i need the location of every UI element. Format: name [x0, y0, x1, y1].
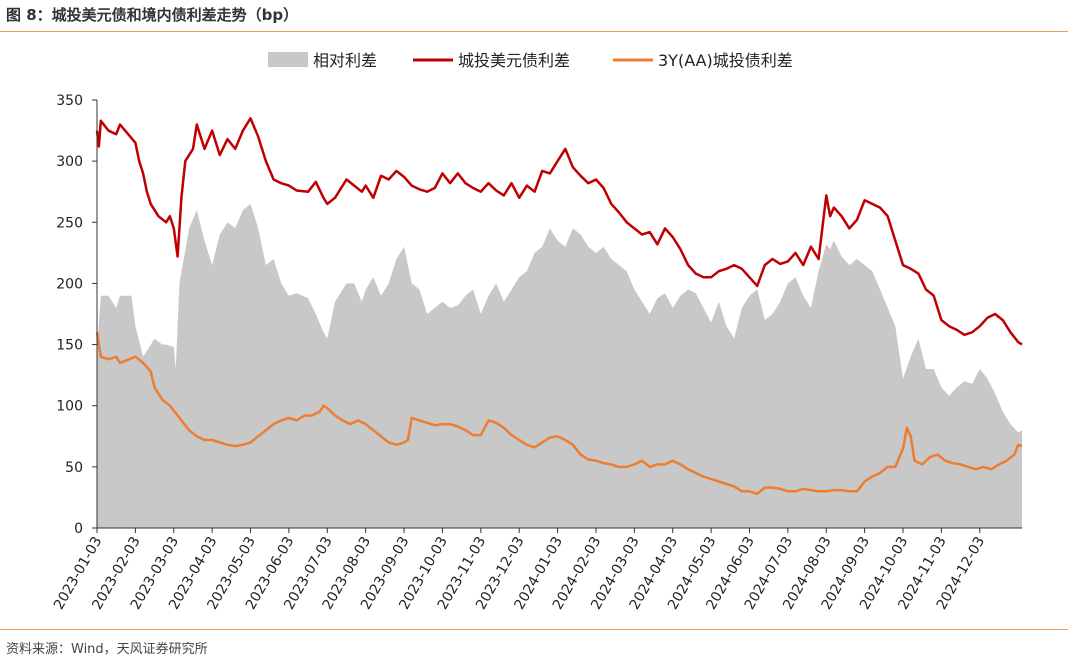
- legend-label: 相对利差: [313, 51, 377, 70]
- legend-aa-bond-spread: 3Y(AA)城投债利差: [613, 51, 793, 70]
- legend-label: 3Y(AA)城投债利差: [658, 51, 793, 70]
- y-tick-label: 100: [56, 399, 83, 415]
- legend-label: 城投美元债利差: [458, 51, 570, 70]
- x-axis: 2023-01-032023-02-032023-03-032023-04-03…: [51, 527, 1022, 612]
- line-aa-bond-spread: [95, 332, 1023, 496]
- plot-area: [95, 117, 1023, 528]
- legend-relative-spread: 相对利差: [268, 51, 377, 70]
- area-relative-spread: [97, 203, 1022, 528]
- y-tick-label: 150: [56, 338, 83, 354]
- y-tick-label: 350: [56, 93, 83, 109]
- source-rule: [0, 629, 1068, 630]
- figure-title: 图 8：城投美元债和境内债利差走势（bp）: [6, 6, 299, 24]
- y-tick-label: 0: [74, 521, 83, 537]
- legend-usd-bond-spread: 城投美元债利差: [413, 51, 570, 70]
- legend: 相对利差 城投美元债利差 3Y(AA)城投债利差: [268, 51, 793, 70]
- y-tick-label: 50: [65, 460, 83, 476]
- y-tick-label: 300: [56, 154, 83, 170]
- y-tick-label: 200: [56, 276, 83, 292]
- title-rule: [0, 31, 1068, 32]
- source-note: 资料来源：Wind，天风证券研究所: [6, 642, 208, 657]
- line-usd-bond-spread: [95, 117, 1023, 346]
- y-axis: 0 50 100 150 200 250 300 350: [56, 93, 98, 537]
- legend-swatch: [268, 52, 308, 67]
- y-tick-label: 250: [56, 215, 83, 231]
